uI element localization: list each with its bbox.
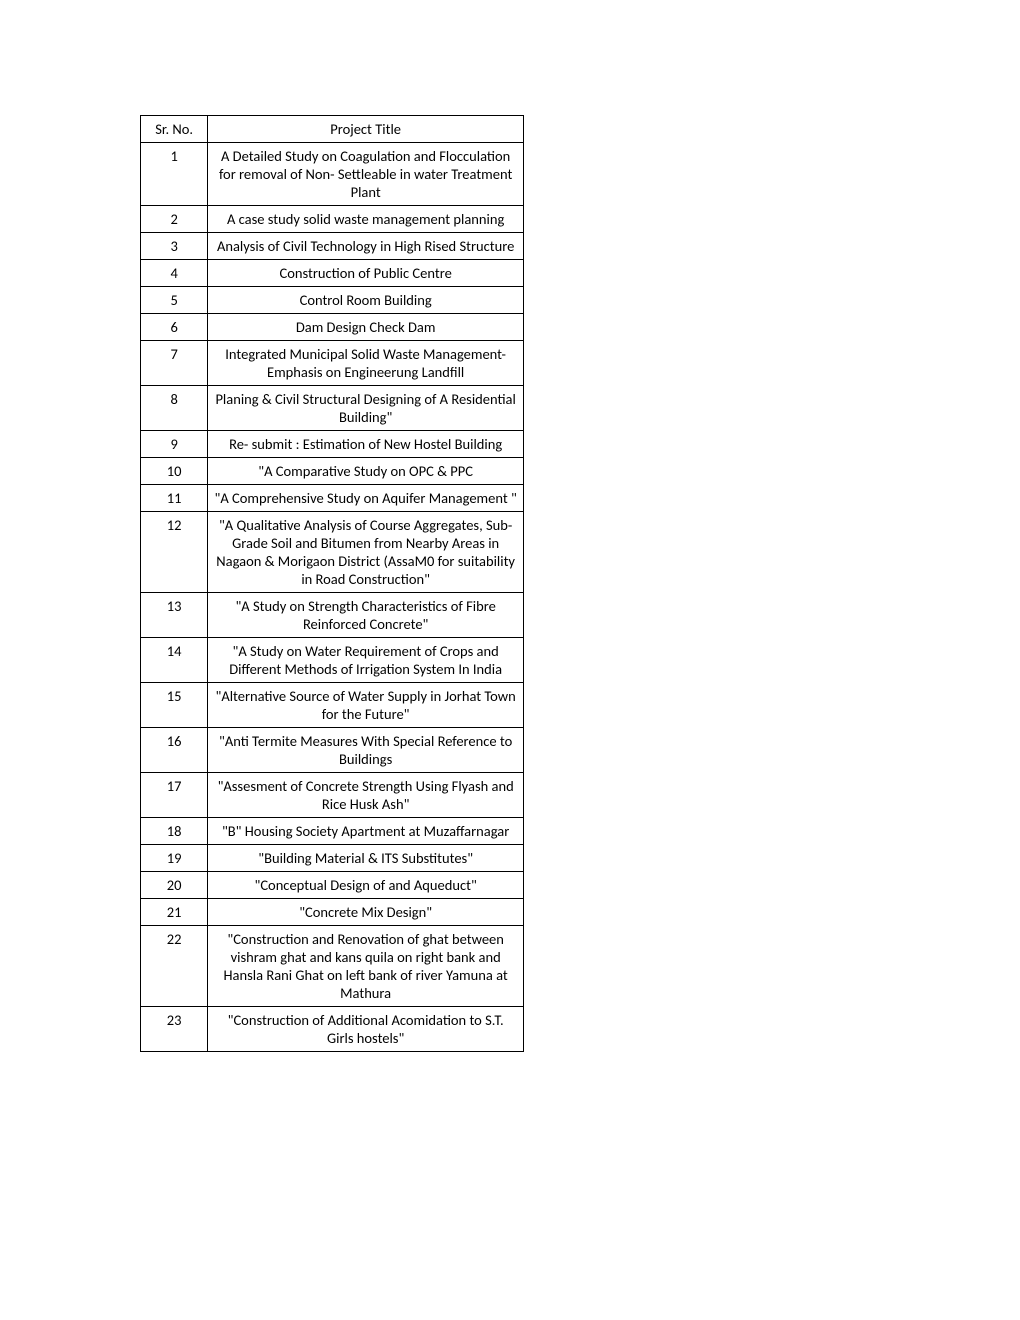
cell-project-title: Re- submit : Estimation of New Hostel Bu… [208,431,524,458]
cell-project-title: "Construction of Additional Acomidation … [208,1007,524,1052]
table-row: 20"Conceptual Design of and Aqueduct" [141,872,524,899]
cell-project-title: "A Study on Strength Characteristics of … [208,593,524,638]
cell-project-title: "Alternative Source of Water Supply in J… [208,683,524,728]
cell-project-title: Planing & Civil Structural Designing of … [208,386,524,431]
table-row: 17"Assesment of Concrete Strength Using … [141,773,524,818]
cell-sr-no: 11 [141,485,208,512]
cell-sr-no: 18 [141,818,208,845]
cell-project-title: "Building Material & ITS Substitutes" [208,845,524,872]
table-header-row: Sr. No. Project Title [141,116,524,143]
table-row: 8Planing & Civil Structural Designing of… [141,386,524,431]
cell-sr-no: 12 [141,512,208,593]
table-row: 16"Anti Termite Measures With Special Re… [141,728,524,773]
table-row: 4Construction of Public Centre [141,260,524,287]
cell-project-title: "A Qualitative Analysis of Course Aggreg… [208,512,524,593]
cell-sr-no: 14 [141,638,208,683]
cell-project-title: "Assesment of Concrete Strength Using Fl… [208,773,524,818]
document-page: Sr. No. Project Title 1A Detailed Study … [0,0,1020,1320]
table-row: 9Re- submit : Estimation of New Hostel B… [141,431,524,458]
table-row: 13"A Study on Strength Characteristics o… [141,593,524,638]
table-row: 23"Construction of Additional Acomidatio… [141,1007,524,1052]
cell-sr-no: 19 [141,845,208,872]
cell-project-title: "Concrete Mix Design" [208,899,524,926]
cell-project-title: Analysis of Civil Technology in High Ris… [208,233,524,260]
cell-project-title: Dam Design Check Dam [208,314,524,341]
table-row: 10"A Comparative Study on OPC & PPC [141,458,524,485]
cell-sr-no: 4 [141,260,208,287]
cell-sr-no: 10 [141,458,208,485]
cell-sr-no: 17 [141,773,208,818]
table-row: 3Analysis of Civil Technology in High Ri… [141,233,524,260]
cell-sr-no: 6 [141,314,208,341]
cell-project-title: "Anti Termite Measures With Special Refe… [208,728,524,773]
cell-project-title: Construction of Public Centre [208,260,524,287]
table-row: 21"Concrete Mix Design" [141,899,524,926]
table-row: 15"Alternative Source of Water Supply in… [141,683,524,728]
cell-sr-no: 8 [141,386,208,431]
cell-sr-no: 7 [141,341,208,386]
cell-sr-no: 16 [141,728,208,773]
cell-sr-no: 1 [141,143,208,206]
header-sr-no: Sr. No. [141,116,208,143]
table-row: 14"A Study on Water Requirement of Crops… [141,638,524,683]
cell-project-title: "A Comprehensive Study on Aquifer Manage… [208,485,524,512]
table-row: 1A Detailed Study on Coagulation and Flo… [141,143,524,206]
table-row: 6Dam Design Check Dam [141,314,524,341]
table-row: 18"B" Housing Society Apartment at Muzaf… [141,818,524,845]
cell-project-title: "A Comparative Study on OPC & PPC [208,458,524,485]
cell-sr-no: 23 [141,1007,208,1052]
projects-table-container: Sr. No. Project Title 1A Detailed Study … [140,115,524,1052]
cell-sr-no: 9 [141,431,208,458]
cell-sr-no: 2 [141,206,208,233]
cell-sr-no: 22 [141,926,208,1007]
table-row: 7Integrated Municipal Solid Waste Manage… [141,341,524,386]
cell-sr-no: 20 [141,872,208,899]
table-row: 22"Construction and Renovation of ghat b… [141,926,524,1007]
cell-sr-no: 15 [141,683,208,728]
table-row: 12"A Qualitative Analysis of Course Aggr… [141,512,524,593]
cell-project-title: "Conceptual Design of and Aqueduct" [208,872,524,899]
cell-sr-no: 5 [141,287,208,314]
cell-sr-no: 3 [141,233,208,260]
table-row: 11"A Comprehensive Study on Aquifer Mana… [141,485,524,512]
cell-project-title: "A Study on Water Requirement of Crops a… [208,638,524,683]
table-row: 5Control Room Building [141,287,524,314]
cell-project-title: Integrated Municipal Solid Waste Managem… [208,341,524,386]
header-project-title: Project Title [208,116,524,143]
table-row: 2A case study solid waste management pla… [141,206,524,233]
cell-project-title: "B" Housing Society Apartment at Muzaffa… [208,818,524,845]
projects-table: Sr. No. Project Title 1A Detailed Study … [140,115,524,1052]
cell-sr-no: 21 [141,899,208,926]
cell-sr-no: 13 [141,593,208,638]
table-body: 1A Detailed Study on Coagulation and Flo… [141,143,524,1052]
table-row: 19"Building Material & ITS Substitutes" [141,845,524,872]
cell-project-title: Control Room Building [208,287,524,314]
cell-project-title: A Detailed Study on Coagulation and Floc… [208,143,524,206]
cell-project-title: A case study solid waste management plan… [208,206,524,233]
cell-project-title: "Construction and Renovation of ghat bet… [208,926,524,1007]
